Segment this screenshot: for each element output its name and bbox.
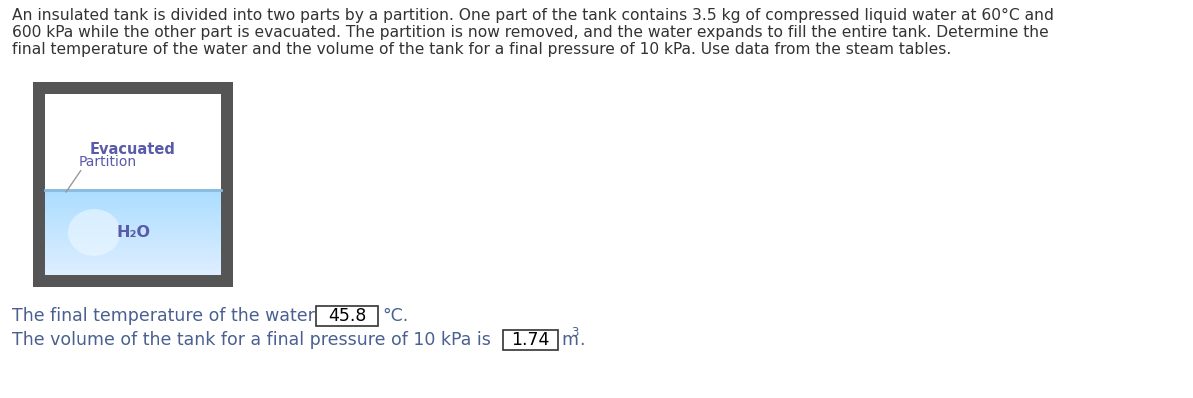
Text: .: .	[579, 331, 585, 349]
Text: 600 kPa while the other part is evacuated. The partition is now removed, and the: 600 kPa while the other part is evacuate…	[12, 25, 1049, 40]
Text: H₂O: H₂O	[116, 225, 150, 240]
Text: 45.8: 45.8	[328, 307, 366, 325]
Bar	[45, 238, 221, 241]
Bar	[45, 249, 221, 252]
Bar	[45, 226, 221, 230]
Ellipse shape	[68, 209, 120, 256]
Bar	[45, 215, 221, 218]
Bar	[45, 220, 221, 224]
Bar	[316, 306, 378, 326]
Bar	[45, 258, 221, 261]
Bar	[45, 192, 221, 195]
Bar	[45, 229, 221, 232]
Bar	[45, 209, 221, 213]
Bar	[45, 255, 221, 258]
Text: final temperature of the water and the volume of the tank for a final pressure o: final temperature of the water and the v…	[12, 42, 951, 57]
Bar	[45, 223, 221, 227]
Text: 3: 3	[571, 326, 579, 339]
Bar	[45, 195, 221, 199]
Bar	[45, 272, 221, 275]
Bar	[45, 269, 221, 272]
Bar	[503, 330, 558, 350]
Bar	[45, 207, 221, 210]
Bar	[33, 82, 233, 287]
Bar	[45, 266, 221, 269]
Text: °C.: °C.	[382, 307, 408, 325]
Bar	[45, 218, 221, 221]
Bar	[45, 201, 221, 204]
Text: The volume of the tank for a final pressure of 10 kPa is: The volume of the tank for a final press…	[12, 331, 490, 349]
Text: m: m	[561, 331, 577, 349]
Text: The final temperature of the water is: The final temperature of the water is	[12, 307, 334, 325]
Bar	[45, 246, 221, 250]
Bar	[45, 260, 221, 263]
Bar	[45, 204, 221, 207]
Text: An insulated tank is divided into two parts by a partition. One part of the tank: An insulated tank is divided into two pa…	[12, 8, 1053, 23]
Bar	[45, 240, 221, 244]
Bar	[45, 94, 221, 275]
Bar	[45, 243, 221, 247]
Bar	[45, 198, 221, 201]
Bar	[45, 252, 221, 255]
Bar	[45, 235, 221, 238]
Text: Evacuated: Evacuated	[89, 142, 175, 157]
Text: 1.74: 1.74	[512, 331, 550, 349]
Bar	[45, 232, 221, 235]
Bar	[45, 212, 221, 215]
Bar	[45, 189, 221, 193]
Text: Partition: Partition	[79, 155, 137, 169]
Bar	[45, 263, 221, 267]
